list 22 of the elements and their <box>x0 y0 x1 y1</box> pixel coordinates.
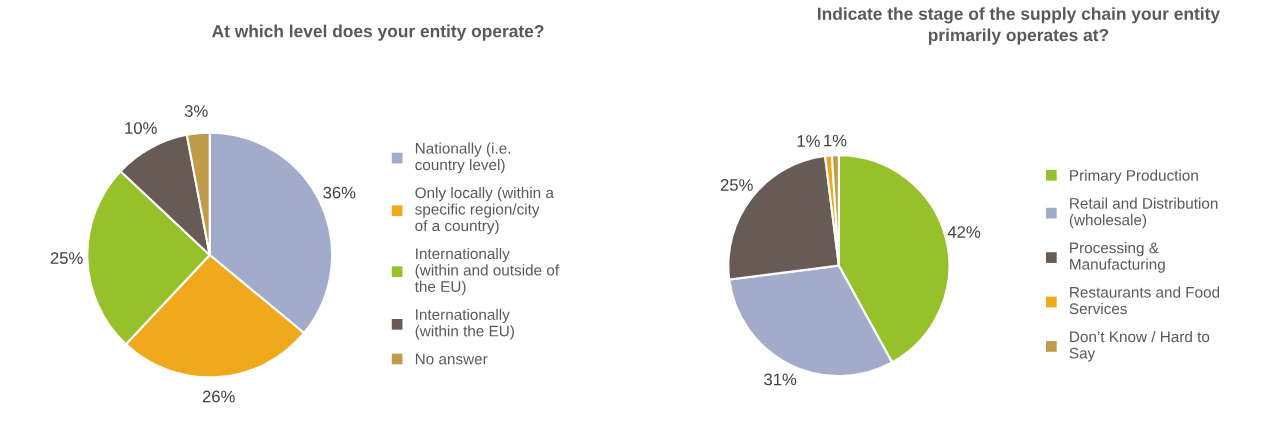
chart-title: Indicate the stage of the supply chain your entity primarily operates at? <box>817 7 1220 45</box>
legend-label: Processing & Manufacturing <box>1070 242 1165 273</box>
legend-label: Internationally (within and outside of the EU) <box>414 247 560 296</box>
data-label: 1% <box>824 134 847 147</box>
data-label: 36% <box>323 186 356 199</box>
data-label: 25% <box>50 252 83 264</box>
chart-title: At which level does your entity operate? <box>212 24 544 41</box>
data-label: 3% <box>184 105 208 117</box>
legend-label: Only locally (within a specific region/city of a country) <box>415 186 554 235</box>
legend-label: Don’t Know / Hard to Say <box>1069 330 1210 362</box>
data-label: 31% <box>764 373 797 386</box>
legend-label: No answer <box>415 353 488 365</box>
data-label: 42% <box>947 226 981 238</box>
legend-label: Internationally (within the EU) <box>415 308 514 340</box>
data-label: 26% <box>202 390 235 403</box>
data-label: 25% <box>720 179 753 191</box>
data-label: 10% <box>125 122 157 134</box>
legend-label: Primary Production <box>1070 169 1198 184</box>
data-label: 1% <box>797 135 820 147</box>
legend-label: Retail and Distribution (wholesale) <box>1069 197 1218 229</box>
legend-label: Nationally (i.e. country level) <box>415 142 511 174</box>
legend-label: Restaurants and Food Services <box>1069 286 1220 315</box>
